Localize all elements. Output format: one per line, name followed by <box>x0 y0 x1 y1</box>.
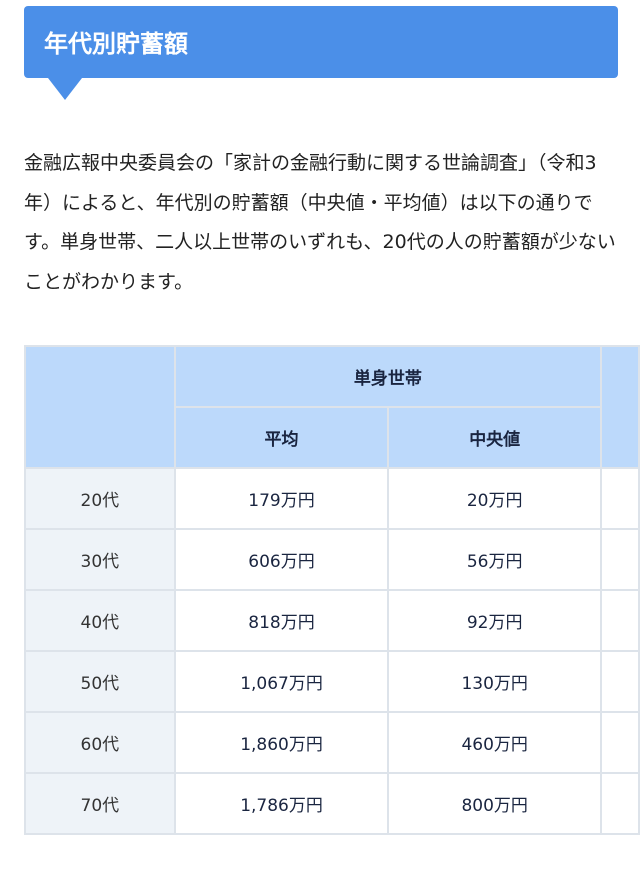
cut-off-cell <box>600 528 640 591</box>
section-heading: 年代別貯蓄額 <box>44 30 188 58</box>
empty-header-cell <box>24 345 176 469</box>
table-row: 30代 606万円 56万円 <box>24 528 640 591</box>
age-cell: 40代 <box>24 589 176 652</box>
table-row: 20代 179万円 20万円 <box>24 467 640 530</box>
heading-pointer <box>48 78 82 100</box>
mean-cell: 606万円 <box>173 528 390 591</box>
median-cell: 800万円 <box>387 772 603 835</box>
cut-off-cell <box>600 650 640 713</box>
intro-paragraph: 金融広報中央委員会の「家計の金融行動に関する世論調査」（令和3年）によると、年代… <box>24 152 616 293</box>
median-cell: 20万円 <box>387 467 603 530</box>
cut-off-cell <box>600 589 640 652</box>
median-cell: 460万円 <box>387 711 603 774</box>
median-cell: 92万円 <box>387 589 603 652</box>
table-subheader-row: 平均 中央値 <box>25 406 639 469</box>
section-heading-box: 年代別貯蓄額 <box>24 6 618 78</box>
mean-cell: 179万円 <box>173 467 390 530</box>
table-row: 70代 1,786万円 800万円 <box>24 772 640 835</box>
savings-table: 単身世帯 平均 中央値 20代 179万円 20万円 30代 606万円 56万円 40代 8… <box>24 345 640 835</box>
median-cell: 130万円 <box>387 650 603 713</box>
age-cell: 50代 <box>24 650 176 713</box>
mean-cell: 1,860万円 <box>173 711 390 774</box>
single-household-header: 単身世帯 <box>173 345 603 408</box>
table-row: 40代 818万円 92万円 <box>24 589 640 652</box>
age-cell: 30代 <box>24 528 176 591</box>
mean-cell: 1,786万円 <box>173 772 390 835</box>
table-row: 60代 1,860万円 460万円 <box>24 711 640 774</box>
cut-off-cell <box>600 772 640 835</box>
mean-cell: 1,067万円 <box>173 650 390 713</box>
table-row: 50代 1,067万円 130万円 <box>24 650 640 713</box>
cut-off-header-cell <box>600 345 640 469</box>
cut-off-cell <box>600 711 640 774</box>
table-header-row: 単身世帯 <box>24 345 640 469</box>
age-cell: 70代 <box>24 772 176 835</box>
age-cell: 20代 <box>24 467 176 530</box>
median-header: 中央値 <box>387 406 603 469</box>
mean-cell: 818万円 <box>173 589 390 652</box>
mean-header: 平均 <box>173 406 390 469</box>
cut-off-cell <box>600 467 640 530</box>
median-cell: 56万円 <box>387 528 603 591</box>
age-cell: 60代 <box>24 711 176 774</box>
